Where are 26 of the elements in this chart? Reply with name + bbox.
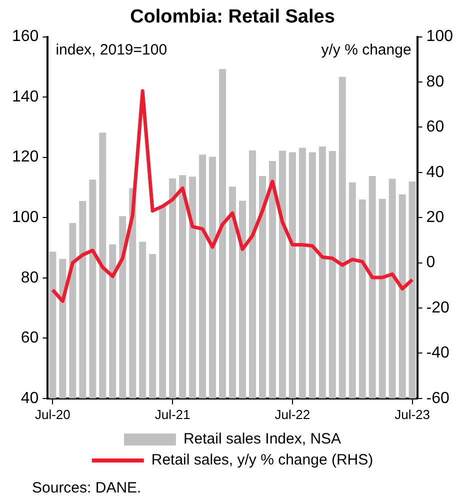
y-tick-label: 120 (12, 148, 39, 166)
legend-label: Retail sales, y/y % change (RHS) (151, 452, 374, 469)
y-tick-label: 160 (12, 28, 39, 46)
y2-tick-label: 100 (426, 28, 454, 46)
y-tick-label: 40 (20, 390, 39, 407)
y2-tick-label: 60 (426, 118, 444, 136)
x-tick-label: Jul-21 (154, 406, 190, 422)
x-tick-label: Jul-20 (34, 406, 70, 422)
y-tick-label: 60 (20, 330, 39, 347)
y-tick-label: 140 (12, 88, 39, 106)
legend-label: Retail sales Index, NSA (183, 430, 342, 448)
x-tick-label: Jul-23 (394, 406, 430, 422)
y-axis-title: index, 2019=100 (56, 41, 168, 58)
y2-tick-label: 0 (426, 254, 436, 272)
y-tick-label: 100 (12, 209, 39, 226)
y2-tick-label: 80 (426, 73, 444, 90)
source-note: Sources: DANE. (32, 480, 142, 497)
chart-title: Colombia: Retail Sales (130, 6, 335, 28)
y2-tick-label: -60 (426, 390, 450, 407)
x-tick-label: Jul-22 (274, 406, 310, 422)
y2-tick-label: -40 (426, 344, 450, 362)
y2-tick-label: 40 (426, 164, 444, 181)
y-tick-label: 80 (20, 269, 39, 286)
y2-axis-title: y/y % change (321, 41, 412, 58)
y2-tick-label: 20 (426, 209, 444, 226)
y2-tick-label: -20 (426, 299, 450, 316)
